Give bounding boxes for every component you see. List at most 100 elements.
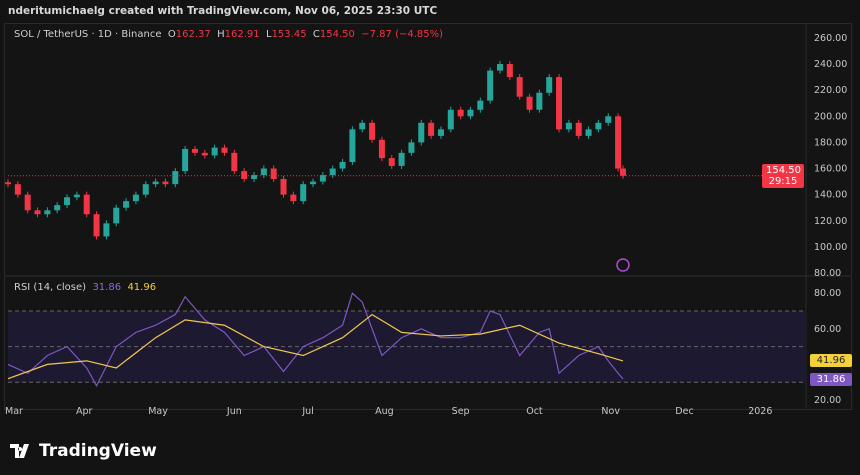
- tradingview-logo: TradingView: [10, 441, 157, 461]
- candle: [34, 210, 41, 215]
- time-tick-label: Aug: [375, 406, 394, 417]
- candle: [457, 109, 464, 117]
- candle: [54, 205, 61, 211]
- rsi-value: 31.86: [92, 282, 122, 293]
- candle: [388, 158, 395, 166]
- last-price: 154.50: [766, 165, 801, 176]
- price-tick-label: 80.00: [814, 268, 841, 279]
- candle: [231, 152, 238, 172]
- candle: [5, 182, 11, 185]
- candle: [595, 122, 602, 130]
- rsi-ma-tag: 41.96: [810, 354, 852, 367]
- price-tick-label: 120.00: [814, 216, 847, 227]
- candle: [329, 168, 336, 176]
- candle: [123, 201, 130, 208]
- high-label: H: [217, 29, 225, 40]
- rsi-ma-line: [7, 313, 624, 380]
- candle: [201, 152, 208, 156]
- candle: [162, 181, 169, 185]
- price-tick-label: 220.00: [814, 85, 847, 96]
- credit-line: nderitumichaelg created with TradingView…: [8, 5, 438, 17]
- candle: [565, 122, 572, 130]
- bar-countdown: 29:15: [768, 176, 798, 187]
- time-tick-label: Oct: [526, 406, 543, 417]
- price-tick-label: 240.00: [814, 59, 847, 70]
- candle: [526, 96, 533, 110]
- candle: [359, 122, 366, 130]
- close-value: 154.50: [319, 29, 355, 40]
- price-tick-label: 260.00: [814, 33, 847, 44]
- candle: [487, 70, 494, 101]
- low-value: 153.45: [271, 29, 307, 40]
- candle: [575, 122, 582, 136]
- rsi-ma-value: 41.96: [127, 282, 157, 293]
- rsi-line: [7, 292, 624, 388]
- time-tick-label: Apr: [76, 406, 93, 417]
- time-tick-label: Sep: [452, 406, 470, 417]
- candle: [93, 214, 100, 237]
- candle: [290, 194, 297, 202]
- candle: [241, 171, 248, 179]
- price-tick-label: 200.00: [814, 111, 847, 122]
- candle: [467, 109, 474, 117]
- candle: [477, 100, 484, 110]
- candle: [132, 194, 139, 202]
- candle: [211, 147, 218, 156]
- rsi-legend: RSI (14, close) 31.86 41.96: [14, 282, 156, 293]
- candle: [605, 116, 612, 123]
- candle: [339, 161, 346, 169]
- time-tick-label: May: [148, 406, 168, 417]
- open-value: 162.37: [175, 29, 211, 40]
- candle: [556, 77, 563, 130]
- candle: [408, 142, 415, 153]
- rsi-tick-label: 60.00: [814, 324, 841, 335]
- change-value: −7.87 (−4.85%): [361, 29, 444, 40]
- candle: [280, 178, 287, 195]
- high-value: 162.91: [224, 29, 260, 40]
- price-tick-label: 180.00: [814, 137, 847, 148]
- candle: [44, 210, 51, 215]
- lightning-icon: [616, 258, 630, 272]
- candle: [113, 207, 120, 224]
- candle: [73, 194, 80, 198]
- candle: [418, 122, 425, 143]
- rsi-tick-label: 20.00: [814, 395, 841, 406]
- price-tick-label: 140.00: [814, 190, 847, 201]
- candle: [369, 122, 376, 140]
- candle: [64, 197, 71, 206]
- price-tick-label: 100.00: [814, 242, 847, 253]
- candle: [191, 148, 198, 153]
- candle: [516, 77, 523, 97]
- rsi-tick-label: 80.00: [814, 288, 841, 299]
- candle: [319, 175, 326, 182]
- candle: [24, 194, 31, 211]
- candle: [437, 129, 444, 136]
- candle: [182, 148, 189, 172]
- tradingview-logo-icon: [10, 444, 29, 458]
- candle: [142, 184, 149, 195]
- candle: [620, 168, 626, 176]
- price-tick-label: 160.00: [814, 164, 847, 175]
- candle: [152, 181, 159, 185]
- last-price-tag: 154.50 29:15: [762, 164, 804, 188]
- candle: [300, 184, 307, 202]
- candle: [546, 77, 553, 93]
- symbol-name: SOL / TetherUS · 1D · Binance: [14, 29, 162, 40]
- candle: [349, 129, 356, 162]
- candle: [447, 109, 454, 130]
- time-tick-label: Dec: [675, 406, 693, 417]
- close-label: C: [312, 29, 320, 40]
- time-tick-label: Mar: [5, 406, 23, 417]
- candle: [172, 171, 179, 185]
- brand-name: TradingView: [39, 441, 157, 461]
- time-tick-label: 2026: [748, 406, 772, 417]
- candle: [310, 181, 317, 185]
- candle: [221, 147, 228, 153]
- candle: [497, 64, 503, 71]
- candle: [14, 184, 21, 195]
- open-label: O: [167, 29, 176, 40]
- candle: [83, 194, 90, 215]
- candle: [251, 175, 257, 179]
